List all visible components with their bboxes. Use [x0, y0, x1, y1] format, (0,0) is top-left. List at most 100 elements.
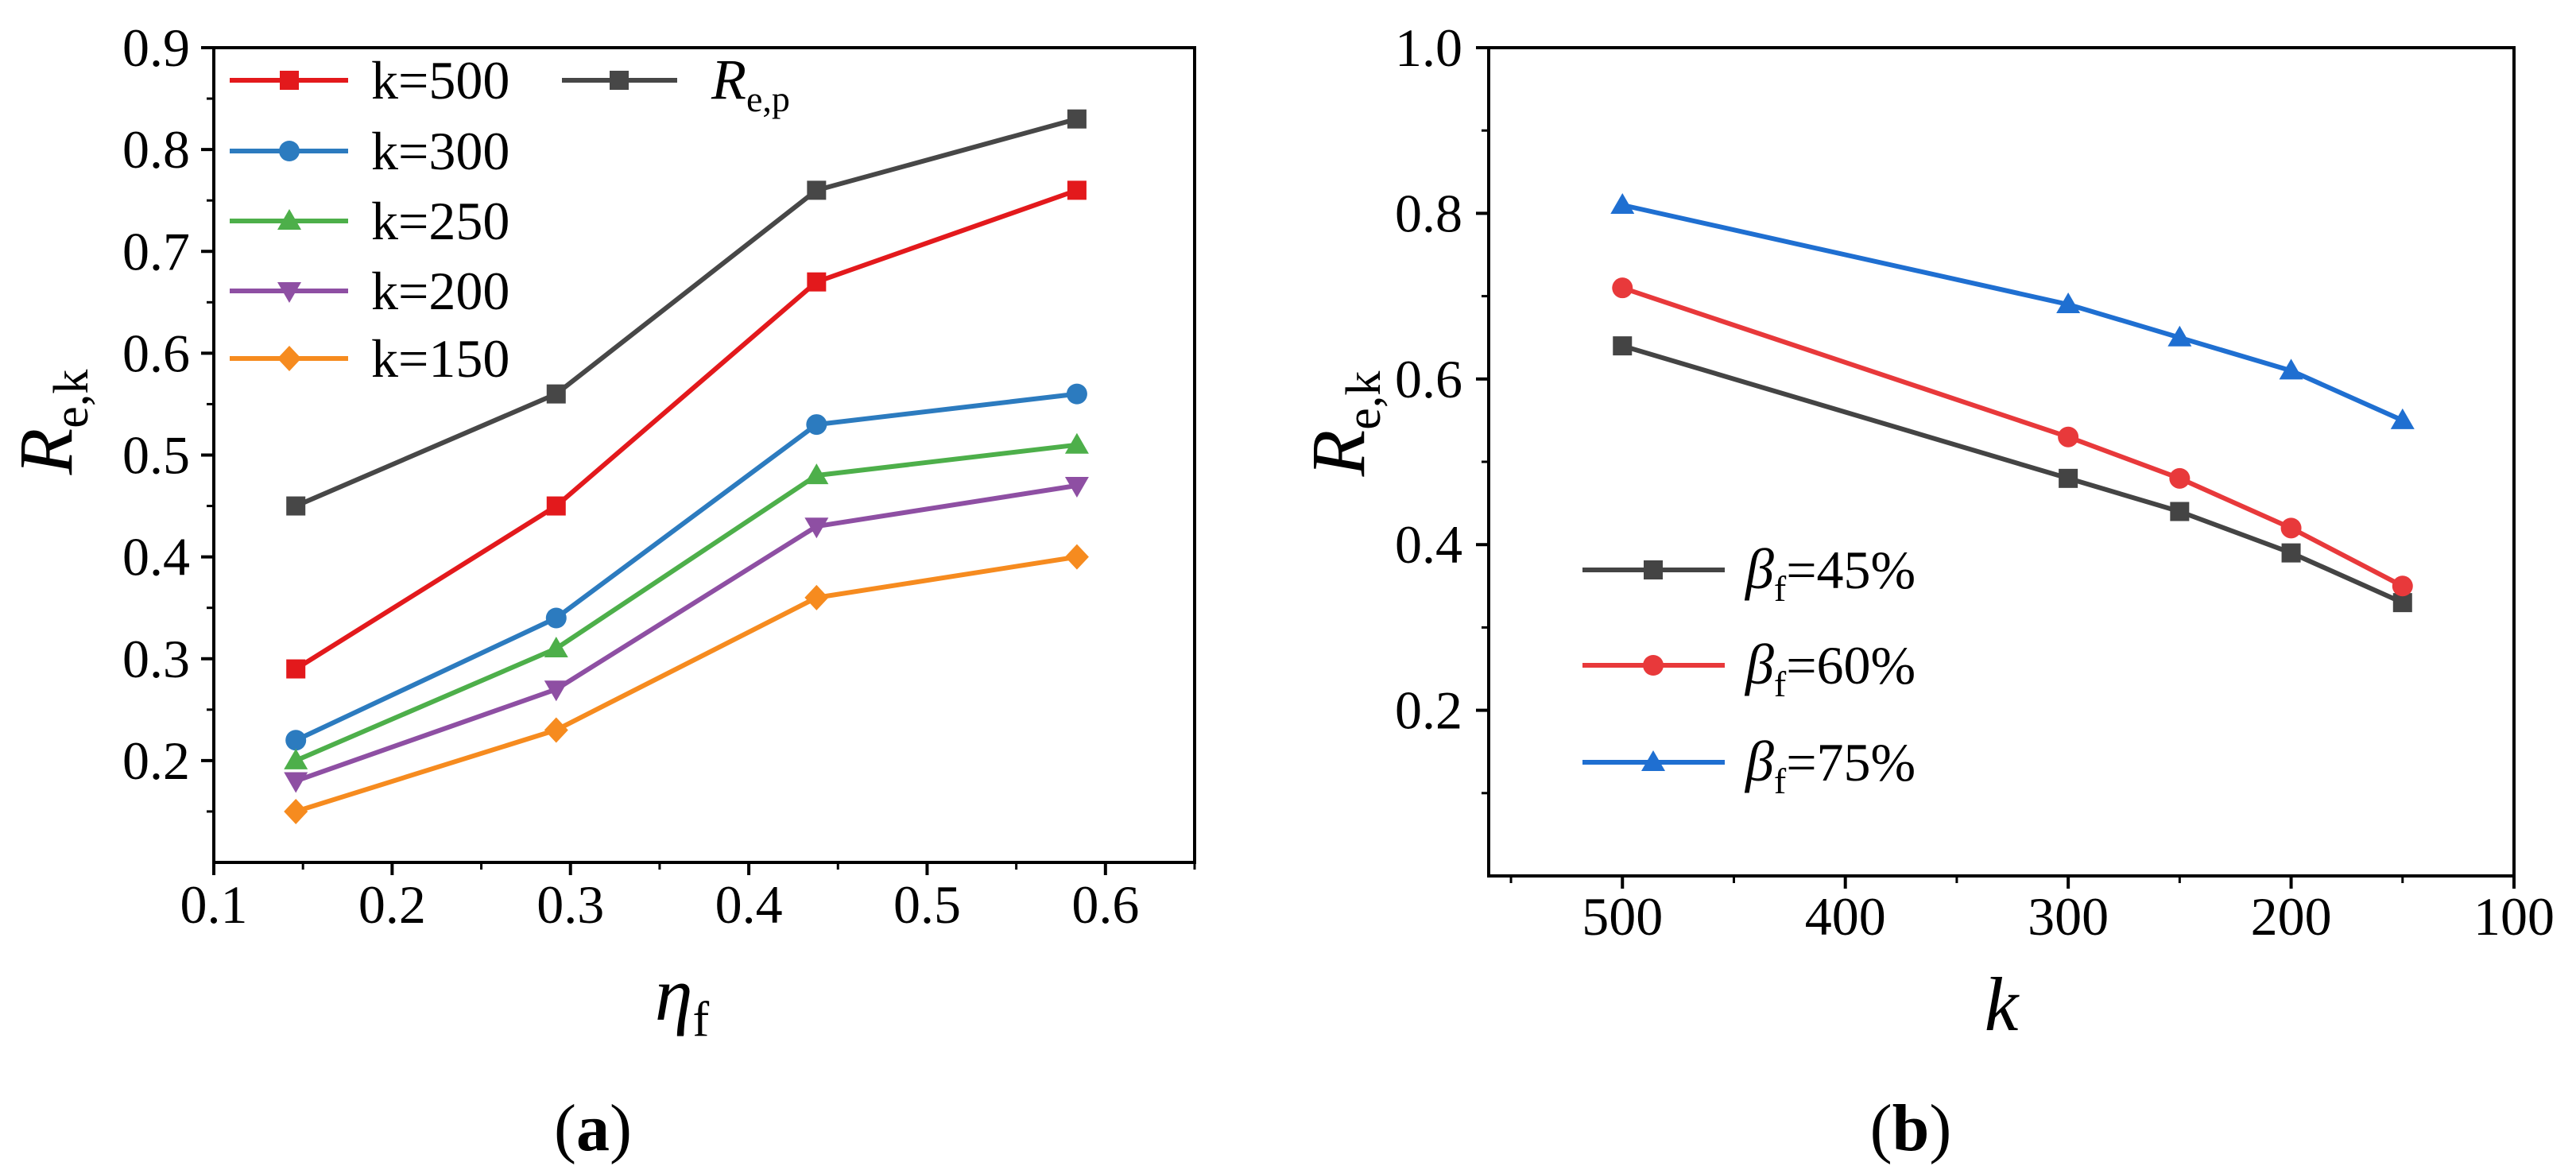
x-tick-label: 0.3: [537, 874, 604, 935]
panel-a-series-1-point: [285, 730, 307, 751]
panel-a-series-5-point: [807, 180, 827, 200]
y-tick-label: 0.8: [1395, 183, 1462, 243]
legend-marker: [1641, 750, 1665, 771]
legend-marker: [610, 71, 629, 90]
panel-a-series-2: [284, 432, 1089, 769]
x-tick-label: 0.5: [893, 874, 961, 935]
y-tick-label: 0.2: [1395, 680, 1462, 741]
legend-label-text: =45%: [1786, 540, 1916, 600]
legend-marker: [1643, 655, 1664, 676]
legend-marker: [280, 71, 299, 90]
y-tick-label: 0.2: [122, 730, 190, 791]
panel-b-series-1: [1612, 277, 2413, 597]
x-tick-label: 200: [2251, 886, 2332, 947]
y-tick-label: 0.9: [122, 17, 190, 78]
legend-marker: [277, 346, 301, 371]
y-tick-label: 0.6: [122, 323, 190, 383]
legend-label: βf=45%: [1744, 537, 1916, 609]
panel-a-series-4-point: [284, 798, 308, 824]
legend-label-subscript: f: [1774, 664, 1787, 704]
panel-a-series-2-point: [804, 463, 829, 485]
y-tick-label: 0.3: [122, 629, 190, 689]
panel-a-series-1-point: [1066, 383, 1087, 405]
panel-a-series-4-point: [544, 717, 568, 743]
legend-entry: βf=75%: [1582, 730, 1916, 801]
panel-b-series-2-point: [2390, 408, 2415, 429]
legend-marker: [277, 209, 301, 230]
panel-a-chart: 0.1 0.2 0.3 0.4 0.5 0.60.20.30.40.50.60.70.80…: [3, 17, 1196, 1165]
panel-a-series-5: [286, 109, 1087, 516]
legend-label-text: =60%: [1786, 635, 1916, 695]
legend-label-text: k=300: [371, 121, 509, 181]
panel-b-caption: (b): [1870, 1091, 1952, 1165]
panel-a-series-0-point: [1067, 180, 1087, 200]
panel-a-series-2-point: [544, 636, 568, 657]
panel-a-series-5-point: [1067, 109, 1087, 129]
legend-label-subscript: e,p: [746, 79, 790, 119]
panel-b-series-1-point: [2280, 517, 2302, 539]
panel-b-x-axis-label-symbol: k: [1985, 962, 2020, 1047]
legend-entry: βf=60%: [1582, 633, 1916, 704]
panel-a-series-5-point: [286, 496, 306, 516]
legend-label-symbol: β: [1744, 730, 1774, 793]
panel-b-series-1-point: [1612, 277, 1633, 299]
legend-label-subscript: f: [1774, 761, 1787, 801]
panel-a-series-3-point: [1064, 476, 1089, 498]
x-tick-label: 300: [2028, 886, 2109, 947]
legend-label: βf=60%: [1744, 633, 1916, 704]
legend-entry: Re,p: [562, 48, 790, 119]
panel-a-series-2-point: [1064, 432, 1089, 454]
legend-marker: [1644, 560, 1663, 579]
panel-a-y-axis: 0.2 0.3 0.4 0.5 0.6 0.7 0.8 0.9: [122, 17, 214, 813]
y-tick-label: 1.0: [1395, 17, 1462, 78]
panel-a-series-0-point: [546, 496, 566, 516]
y-tick-label: 0.4: [122, 527, 190, 587]
panel-b-y-axis: 0.2 0.4 0.6 0.8 1.0: [1395, 17, 1489, 795]
panel-b-x-axis: 500 400 300 200 100: [1509, 876, 2555, 947]
x-tick-label: 100: [2473, 886, 2555, 947]
panel-b-series-1-point: [2169, 467, 2191, 489]
panel-a-y-axis-label: Re,k: [3, 370, 99, 476]
panel-b-caption-text: b: [1892, 1091, 1930, 1165]
panel-b-series-2-point: [1610, 192, 1635, 214]
panel-a-series-5-point: [546, 384, 566, 404]
legend-label-symbol: β: [1744, 537, 1774, 601]
panel-b-y-axis-label: Re,k: [1296, 371, 1391, 478]
panel-b-series-1-point: [2058, 426, 2079, 448]
x-tick-label: 0.4: [715, 874, 783, 935]
legend-entry: k=300: [230, 121, 509, 181]
panel-a-series-1: [285, 383, 1087, 751]
legend-entry: k=500: [230, 50, 509, 110]
x-tick-label: 0.6: [1071, 874, 1139, 935]
panel-a-series-0-point: [286, 659, 306, 679]
panel-a-x-axis-label: ηf: [655, 951, 710, 1047]
x-tick-label: 400: [1805, 886, 1886, 947]
x-tick-label: 0.1: [180, 874, 248, 935]
y-tick-label: 0.4: [1395, 514, 1462, 575]
legend-entry: βf=45%: [1582, 537, 1916, 609]
panel-b-legend: βf=45%βf=60%βf=75%: [1582, 537, 1916, 801]
legend-marker: [279, 141, 300, 161]
legend-label-symbol: β: [1744, 633, 1774, 696]
panel-b-caption-text: (: [1870, 1091, 1892, 1165]
legend-label-text: k=200: [371, 261, 509, 321]
legend-label: k=300: [371, 121, 509, 181]
panel-b-series-2-point: [2167, 325, 2192, 347]
panel-a-x-axis-label-symbol: η: [655, 951, 693, 1036]
legend-label: k=500: [371, 50, 509, 110]
panel-a-series-1-point: [806, 414, 827, 436]
legend-marker: [277, 282, 301, 303]
panel-a-legend: k=500 k=300 k=250 k=200 k=150 Re,p: [230, 48, 790, 389]
panel-a-series-4-point: [804, 584, 829, 610]
panel-a-series-3-point: [804, 517, 829, 539]
panel-a-x-axis-label-subscript: f: [692, 993, 709, 1047]
panel-a-series-0-point: [807, 272, 827, 292]
panel-b-series-2-point: [2056, 293, 2081, 314]
legend-label: k=250: [371, 191, 509, 251]
panel-a-series-3-line: [295, 482, 1078, 784]
legend-label-text: k=500: [371, 50, 509, 110]
x-tick-label: 500: [1582, 886, 1663, 947]
panel-a-y-axis-label-symbol: R: [3, 428, 88, 476]
panel-a-caption: (a): [554, 1091, 632, 1165]
